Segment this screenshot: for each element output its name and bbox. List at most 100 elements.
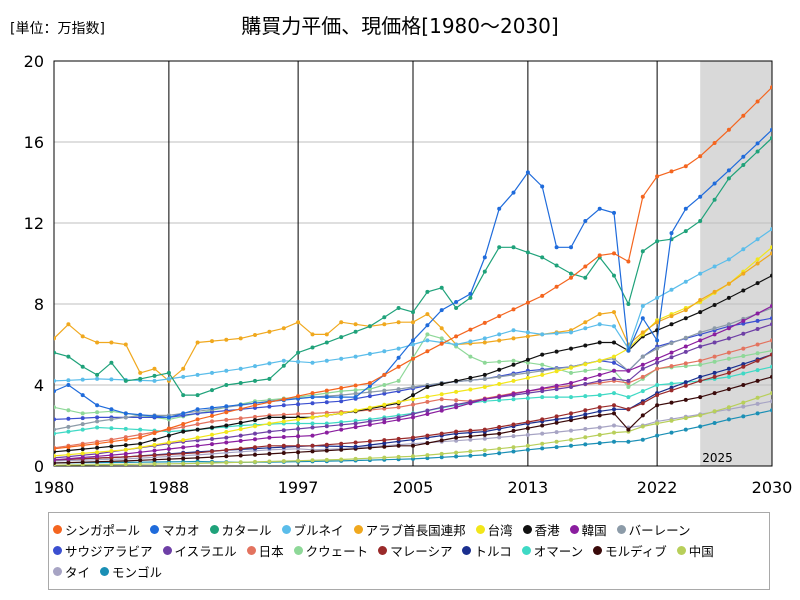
data-point — [655, 403, 660, 408]
data-point — [166, 415, 171, 420]
data-point — [454, 334, 459, 339]
data-point — [238, 402, 243, 407]
data-point — [497, 382, 502, 386]
data-point — [712, 370, 717, 375]
data-point — [253, 333, 257, 337]
data-point — [195, 372, 200, 377]
data-point — [296, 417, 301, 422]
data-point — [597, 372, 602, 377]
data-point — [181, 429, 186, 434]
data-point — [138, 445, 143, 450]
data-point — [655, 356, 660, 361]
data-point — [425, 323, 430, 328]
data-point — [698, 424, 703, 429]
data-point — [109, 407, 114, 412]
data-point — [525, 396, 530, 401]
data-point — [181, 411, 186, 416]
data-point — [655, 433, 660, 438]
data-point — [123, 454, 128, 459]
data-point — [54, 453, 56, 458]
data-point — [267, 429, 272, 434]
data-point — [95, 410, 100, 415]
data-point — [238, 336, 243, 341]
data-point — [224, 423, 229, 428]
data-point — [210, 455, 214, 460]
data-point — [152, 366, 157, 371]
data-point — [755, 358, 760, 363]
data-point — [109, 449, 114, 453]
data-point — [755, 237, 760, 242]
data-point — [497, 398, 502, 403]
data-point — [468, 434, 473, 439]
data-point — [741, 271, 746, 276]
data-point — [123, 437, 128, 442]
data-point — [597, 393, 602, 398]
data-point — [640, 194, 645, 199]
data-point — [554, 383, 559, 388]
data-point — [281, 443, 286, 448]
data-point — [569, 245, 573, 250]
data-point — [770, 251, 772, 256]
data-point — [411, 310, 415, 315]
data-point — [425, 312, 430, 317]
data-point — [281, 326, 286, 331]
data-point — [95, 403, 100, 408]
data-point — [669, 169, 674, 174]
data-point — [324, 424, 329, 429]
data-point — [540, 293, 545, 298]
data-point — [640, 316, 645, 321]
data-point — [726, 374, 731, 379]
data-point — [54, 405, 56, 410]
data-point — [741, 331, 746, 336]
legend-label: カタール — [221, 523, 272, 538]
legend-item: モンゴル — [100, 561, 162, 582]
legend-marker — [246, 546, 256, 555]
data-point — [80, 451, 85, 456]
series-韓国 — [54, 304, 772, 462]
data-point — [468, 339, 473, 344]
data-point — [95, 372, 100, 377]
data-point — [482, 372, 487, 377]
data-point — [655, 239, 660, 244]
data-point — [712, 303, 717, 307]
data-point — [310, 415, 315, 420]
data-point — [123, 415, 128, 420]
data-point — [166, 461, 171, 466]
data-point — [123, 342, 128, 347]
data-point — [109, 439, 114, 444]
data-point — [612, 340, 616, 345]
data-point — [525, 330, 530, 335]
data-point — [166, 440, 171, 445]
data-point — [66, 408, 71, 413]
x-tick-label: 1980 — [34, 478, 75, 497]
data-point — [425, 332, 430, 337]
data-point — [497, 332, 502, 337]
data-point — [554, 445, 559, 450]
data-point — [238, 416, 243, 421]
data-point — [511, 445, 516, 450]
data-point — [468, 375, 473, 380]
data-point — [683, 335, 688, 340]
data-point — [66, 429, 71, 434]
data-point — [698, 395, 703, 400]
data-point — [597, 358, 602, 363]
legend-item: タイ — [53, 561, 90, 582]
data-point — [540, 395, 545, 400]
data-point — [138, 427, 143, 432]
data-point — [554, 430, 559, 435]
data-point — [382, 372, 387, 377]
data-point — [655, 320, 660, 325]
data-point — [138, 441, 143, 446]
legend-item: モルディブ — [593, 540, 667, 561]
legend-marker — [676, 546, 686, 555]
data-point — [152, 453, 157, 458]
data-point — [281, 435, 286, 439]
data-point — [482, 269, 487, 274]
data-point — [511, 336, 516, 341]
data-point — [367, 443, 372, 447]
data-point — [669, 341, 674, 346]
data-point — [310, 433, 315, 438]
data-point — [755, 351, 760, 356]
data-point — [482, 432, 487, 437]
data-point — [497, 245, 502, 250]
